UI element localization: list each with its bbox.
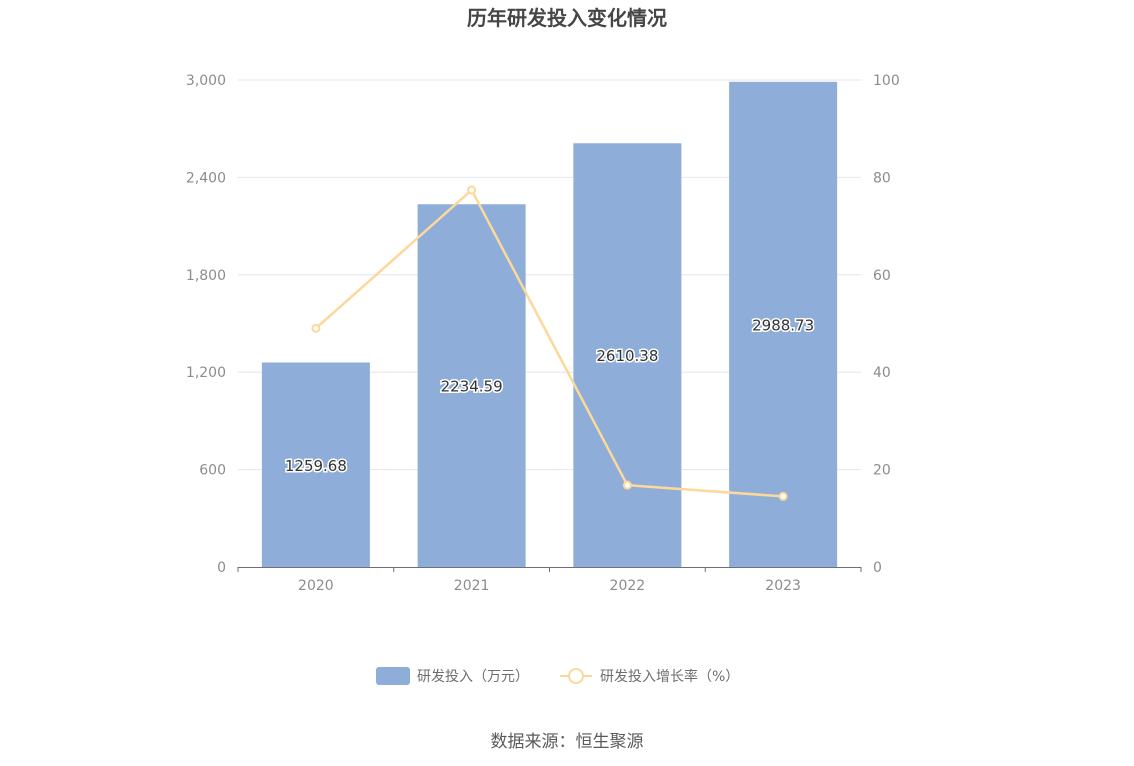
line-point <box>778 491 788 501</box>
legend-bar-label: 研发投入（万元） <box>417 669 529 685</box>
legend-bar-swatch <box>376 667 410 685</box>
line-point <box>311 323 321 333</box>
axes: 0 600 1,200 1,800 2,400 3,000 0 20 40 60 80 100 2020… <box>186 73 900 594</box>
y-right-tick-label: 40 <box>873 365 891 381</box>
y-right-tick-label: 0 <box>873 560 882 576</box>
legend-line-label: 研发投入增长率（%） <box>600 668 739 685</box>
y-left-tick-label: 1,200 <box>186 365 226 381</box>
bar-data-label: 2988.73 <box>752 316 814 334</box>
legend-line-marker <box>568 668 584 684</box>
bar <box>573 143 682 568</box>
y-left-tick-label: 3,000 <box>186 73 226 89</box>
y-right-tick-label: 20 <box>873 463 891 479</box>
line-point <box>622 480 632 490</box>
line-series <box>311 185 788 501</box>
bar-data-label: 1259.68 <box>285 457 347 475</box>
chart-title: 历年研发投入变化情况 <box>467 6 667 30</box>
bar <box>417 204 526 567</box>
x-tick-label: 2021 <box>454 578 490 594</box>
x-tick-label: 2023 <box>765 578 801 594</box>
bar <box>729 81 838 567</box>
growth-line <box>315 188 784 498</box>
y-right-tick-label: 60 <box>873 268 891 284</box>
bar-data-labels: 1259.68 2234.59 2610.38 2988.73 <box>283 315 815 476</box>
y-left-tick-label: 1,800 <box>186 268 226 284</box>
y-right-tick-label: 80 <box>873 170 891 186</box>
x-tick-label: 2020 <box>298 578 334 594</box>
bar-data-label: 2610.38 <box>596 347 658 365</box>
y-left-tick-label: 2,400 <box>186 170 226 186</box>
y-left-tick-label: 600 <box>199 463 226 479</box>
bar-data-label: 2234.59 <box>441 378 503 396</box>
line-point <box>467 185 477 195</box>
x-tick-label: 2022 <box>610 578 646 594</box>
legend: 研发投入（万元） 研发投入增长率（%） <box>376 667 739 685</box>
bar-series <box>261 81 838 568</box>
source-note: 数据来源：恒生聚源 <box>491 732 644 752</box>
y-right-tick-label: 100 <box>873 73 900 89</box>
bar <box>261 362 370 567</box>
y-left-tick-label: 0 <box>217 560 226 576</box>
